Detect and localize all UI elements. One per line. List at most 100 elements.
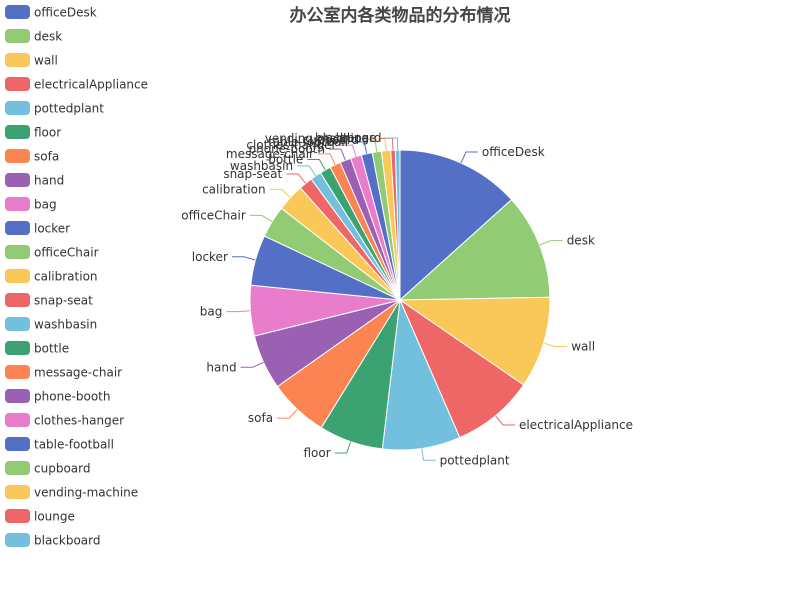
legend-item-cupboard[interactable]: cupboard [5,461,90,476]
legend-swatch-blackboard [5,533,30,547]
leader-line-wall [543,342,568,348]
legend-item-sofa[interactable]: sofa [5,149,59,164]
legend-item-clothes-hanger[interactable]: clothes-hanger [5,413,124,428]
legend-swatch-hand [5,173,30,187]
legend-label-officechair: officeChair [34,246,99,260]
leader-line-locker [231,256,256,261]
slice-label-cupboard: cupboard [303,133,359,147]
legend-swatch-desk [5,29,30,43]
legend-swatch-officedesk [5,5,30,19]
slice-labels: officeDesk desk wall electricalAppliance pot… [181,131,633,467]
legend-swatch-vending-machine [5,485,30,499]
legend-label-table-football: table-football [34,438,114,452]
legend-label-desk: desk [34,30,62,44]
legend-item-locker[interactable]: locker [5,221,70,236]
slice-label-washbasin: washbasin [230,159,293,173]
legend-item-electricalappliance[interactable]: electricalAppliance [5,77,148,92]
legend-item-washbasin[interactable]: washbasin [5,317,97,332]
legend-swatch-washbasin [5,317,30,331]
legend-swatch-snap-seat [5,293,30,307]
legend-label-wall: wall [34,54,58,68]
legend-label-locker: locker [34,222,70,236]
slice-label-table-football: table-football [268,135,348,149]
legend-item-lounge[interactable]: lounge [5,509,75,524]
slice-label-desk: desk [567,234,595,248]
slice-label-officechair: officeChair [181,208,246,222]
slice-label-phone-booth: phone-booth [249,142,326,156]
legend-label-bottle: bottle [34,342,69,356]
legend-item-phone-booth[interactable]: phone-booth [5,389,111,404]
pie-slice-electricalappliance[interactable] [398,298,525,439]
legend-item-pottedplant[interactable]: pottedplant [5,101,104,116]
legend-swatch-bottle [5,341,30,355]
slice-label-wall: wall [571,340,595,354]
legend-label-phone-booth: phone-booth [34,390,111,404]
legend-swatch-sofa [5,149,30,163]
legend-swatch-message-chair [5,365,30,379]
legend-label-snap-seat: snap-seat [34,294,93,308]
legend-label-pottedplant: pottedplant [34,102,104,116]
legend-label-cupboard: cupboard [34,462,90,476]
slice-label-locker: locker [192,250,228,264]
slice-label-floor: floor [304,446,331,460]
legend-label-hand: hand [34,174,64,188]
legend-label-bag: bag [34,198,57,212]
legend-item-bottle[interactable]: bottle [5,341,69,356]
legend-item-table-football[interactable]: table-football [5,437,114,452]
pie-slice-wall[interactable] [398,296,551,386]
slice-label-officedesk: officeDesk [482,145,545,159]
legend-item-floor[interactable]: floor [5,125,61,140]
pie-slice-officedesk[interactable] [399,149,513,302]
legend-item-calibration[interactable]: calibration [5,269,98,284]
leader-line-phone-booth [329,148,346,161]
legend-swatch-floor [5,125,30,139]
legend-item-blackboard[interactable]: blackboard [5,533,101,548]
leader-line-floor [334,441,352,454]
legend-label-message-chair: message-chair [34,366,122,380]
leader-line-hand [240,361,264,368]
slice-label-sofa: sofa [248,411,273,425]
legend-item-desk[interactable]: desk [5,29,62,44]
slice-label-clothes-hanger: clothes-hanger [246,138,336,152]
slice-label-message-chair: message-chair [226,147,314,161]
legend-label-washbasin: washbasin [34,318,97,332]
slice-label-snap-seat: snap-seat [223,167,282,181]
legend-label-blackboard: blackboard [34,534,101,548]
slice-label-bag: bag [200,305,223,319]
leader-line-blackboard [385,137,399,151]
legend-swatch-lounge [5,509,30,523]
slice-label-pottedplant: pottedplant [440,453,510,467]
legend-label-electricalappliance: electricalAppliance [34,78,148,92]
pie-slices [249,149,551,451]
legend-item-message-chair[interactable]: message-chair [5,365,122,380]
leader-line-table-football [352,141,368,154]
leader-line-clothes-hanger [340,144,357,157]
leader-line-message-chair [318,153,336,165]
legend-item-vending-machine[interactable]: vending-machine [5,485,138,500]
legend: officeDesk desk wall electricalAppliance pot… [5,5,148,548]
slice-label-calibration: calibration [202,182,266,196]
leader-line-snap-seat [286,173,307,184]
slice-label-electricalappliance: electricalAppliance [519,418,633,432]
legend-item-officechair[interactable]: officeChair [5,245,99,260]
legend-item-officedesk[interactable]: officeDesk [5,5,97,20]
legend-item-hand[interactable]: hand [5,173,64,188]
legend-swatch-pottedplant [5,101,30,115]
legend-item-snap-seat[interactable]: snap-seat [5,293,93,308]
legend-label-sofa: sofa [34,150,59,164]
slice-label-hand: hand [206,360,236,374]
leader-line-cupboard [363,139,378,152]
legend-item-bag[interactable]: bag [5,197,57,212]
legend-label-vending-machine: vending-machine [34,486,138,500]
pie-slice-blackboard[interactable] [394,149,401,301]
pie-slice-desk[interactable] [398,198,551,301]
leader-line-calibration [269,188,291,198]
leader-line-sofa [277,408,298,419]
legend-swatch-table-football [5,437,30,451]
legend-item-wall[interactable]: wall [5,53,58,68]
leader-line-bottle [307,159,326,171]
leader-line-pottedplant [421,448,436,461]
legend-swatch-bag [5,197,30,211]
